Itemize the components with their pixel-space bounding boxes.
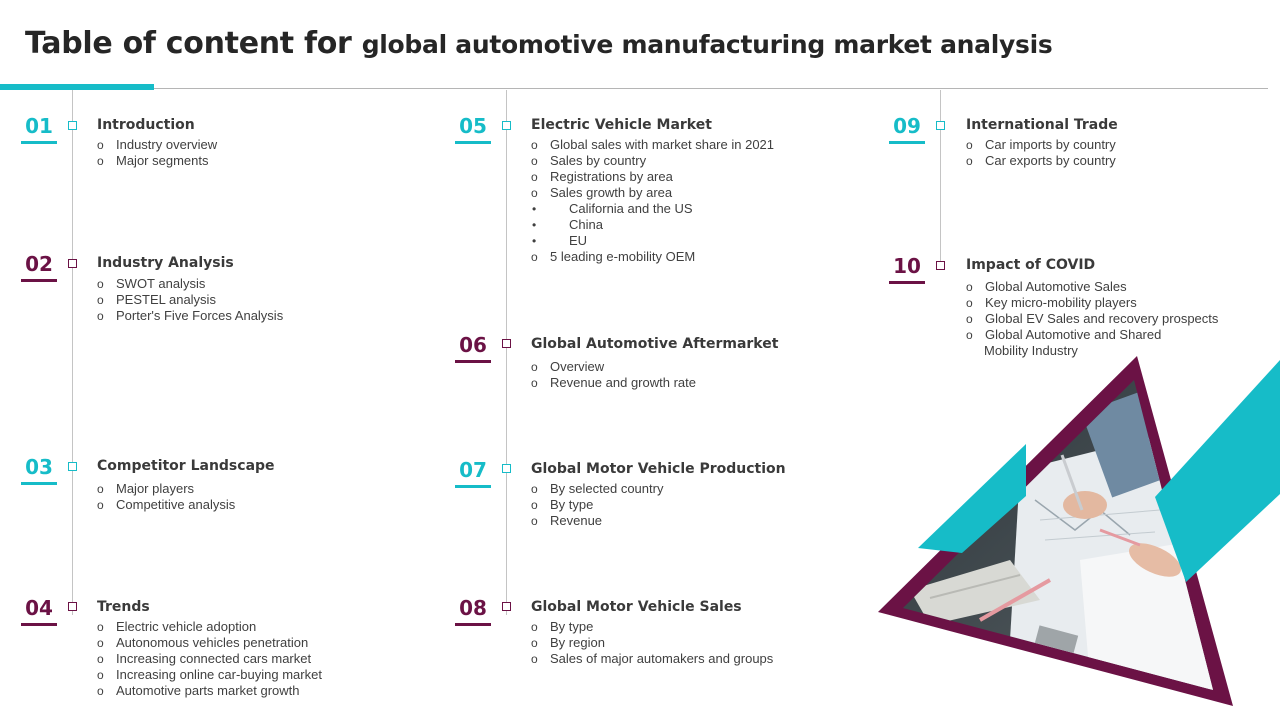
section-heading: Industry Analysis bbox=[97, 255, 234, 271]
list-item: Automotive parts market growth bbox=[97, 683, 322, 699]
section-items: Major players Competitive analysis bbox=[97, 481, 235, 513]
list-item: SWOT analysis bbox=[97, 276, 283, 292]
section-number: 04 bbox=[21, 595, 57, 626]
page-title: Table of content for global automotive m… bbox=[25, 26, 1053, 70]
list-item: By type bbox=[531, 619, 773, 635]
list-item: Increasing connected cars market bbox=[97, 651, 322, 667]
section-number: 10 bbox=[889, 253, 925, 284]
section-heading: Introduction bbox=[97, 117, 195, 133]
list-item: PESTEL analysis bbox=[97, 292, 283, 308]
list-item: Revenue and growth rate bbox=[531, 375, 696, 391]
section-items: Overview Revenue and growth rate bbox=[531, 359, 696, 391]
section-heading: Trends bbox=[97, 599, 150, 615]
list-item: Global EV Sales and recovery prospects bbox=[966, 311, 1218, 327]
section-items: Electric vehicle adoption Autonomous veh… bbox=[97, 619, 322, 699]
teal-accent-right bbox=[1155, 360, 1280, 582]
timeline-marker bbox=[502, 464, 511, 473]
section-heading: Global Motor Vehicle Sales bbox=[531, 599, 742, 615]
list-item: Industry overview bbox=[97, 137, 217, 153]
list-item: Car imports by country bbox=[966, 137, 1116, 153]
page-title-part2: global automotive manufacturing market a… bbox=[361, 30, 1053, 59]
timeline-line-col1 bbox=[72, 90, 73, 615]
section-number: 08 bbox=[455, 595, 491, 626]
timeline-marker bbox=[936, 121, 945, 130]
sub-list-item: China bbox=[531, 217, 774, 233]
timeline-marker bbox=[68, 602, 77, 611]
title-accent-bar bbox=[0, 84, 154, 90]
list-item: Competitive analysis bbox=[97, 497, 235, 513]
section-heading: Global Motor Vehicle Production bbox=[531, 461, 786, 477]
timeline-marker bbox=[502, 121, 511, 130]
section-heading: Global Automotive Aftermarket bbox=[531, 336, 779, 352]
list-item: Sales of major automakers and groups bbox=[531, 651, 773, 667]
list-item: Sales by country bbox=[531, 153, 774, 169]
list-item: Major segments bbox=[97, 153, 217, 169]
timeline-line-col3 bbox=[940, 90, 941, 268]
section-number: 07 bbox=[455, 457, 491, 488]
timeline-marker bbox=[68, 462, 77, 471]
section-number: 06 bbox=[455, 332, 491, 363]
list-item-continuation: Mobility Industry bbox=[984, 343, 1078, 358]
timeline-marker bbox=[502, 602, 511, 611]
list-item: Overview bbox=[531, 359, 696, 375]
section-heading: International Trade bbox=[966, 117, 1118, 133]
teal-accent-left bbox=[918, 444, 1026, 553]
list-item: Global Automotive Sales bbox=[966, 279, 1218, 295]
list-item: Major players bbox=[97, 481, 235, 497]
section-heading: Impact of COVID bbox=[966, 257, 1096, 273]
title-divider bbox=[0, 88, 1268, 89]
section-heading: Competitor Landscape bbox=[97, 458, 275, 474]
list-item: Sales growth by area bbox=[531, 185, 774, 201]
list-item: By selected country bbox=[531, 481, 663, 497]
section-items: By selected country By type Revenue bbox=[531, 481, 663, 529]
page-title-part1: Table of content for bbox=[25, 26, 362, 61]
list-item: Registrations by area bbox=[531, 169, 774, 185]
list-item: Electric vehicle adoption bbox=[97, 619, 322, 635]
section-items: Industry overview Major segments bbox=[97, 137, 217, 169]
section-items: Global Automotive Sales Key micro-mobili… bbox=[966, 279, 1218, 359]
timeline-marker bbox=[502, 339, 511, 348]
timeline-marker bbox=[68, 259, 77, 268]
timeline-marker bbox=[68, 121, 77, 130]
section-items: SWOT analysis PESTEL analysis Porter's F… bbox=[97, 276, 283, 324]
list-item: Increasing online car-buying market bbox=[97, 667, 322, 683]
list-item: 5 leading e-mobility OEM bbox=[531, 249, 774, 265]
section-items: By type By region Sales of major automak… bbox=[531, 619, 773, 667]
section-number: 01 bbox=[21, 113, 57, 144]
list-item: By type bbox=[531, 497, 663, 513]
list-item: By region bbox=[531, 635, 773, 651]
sub-list-item: EU bbox=[531, 233, 774, 249]
section-heading: Electric Vehicle Market bbox=[531, 117, 712, 133]
list-item: Global Automotive and Shared bbox=[966, 327, 1218, 343]
list-item: Porter's Five Forces Analysis bbox=[97, 308, 283, 324]
section-number: 09 bbox=[889, 113, 925, 144]
list-item: Revenue bbox=[531, 513, 663, 529]
timeline-line-col2 bbox=[506, 90, 507, 615]
section-items: Car imports by country Car exports by co… bbox=[966, 137, 1116, 169]
list-item: Global sales with market share in 2021 bbox=[531, 137, 774, 153]
timeline-marker bbox=[936, 261, 945, 270]
sub-list-item: California and the US bbox=[531, 201, 774, 217]
list-item: Key micro-mobility players bbox=[966, 295, 1218, 311]
list-item: Autonomous vehicles penetration bbox=[97, 635, 322, 651]
section-items: Global sales with market share in 2021 S… bbox=[531, 137, 774, 265]
list-item: Car exports by country bbox=[966, 153, 1116, 169]
section-number: 02 bbox=[21, 251, 57, 282]
decorative-photo bbox=[878, 356, 1280, 706]
section-number: 03 bbox=[21, 454, 57, 485]
section-number: 05 bbox=[455, 113, 491, 144]
